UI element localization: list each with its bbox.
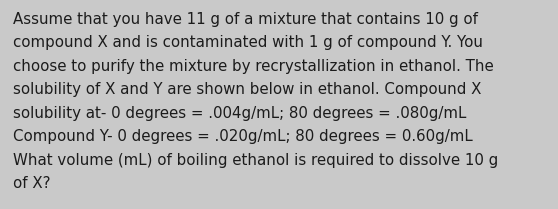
Text: Compound Y- 0 degrees = .020g/mL; 80 degrees = 0.60g/mL: Compound Y- 0 degrees = .020g/mL; 80 deg… bbox=[13, 130, 473, 144]
Text: of X?: of X? bbox=[13, 176, 51, 191]
Text: compound X and is contaminated with 1 g of compound Y. You: compound X and is contaminated with 1 g … bbox=[13, 36, 483, 51]
Text: solubility of X and Y are shown below in ethanol. Compound X: solubility of X and Y are shown below in… bbox=[13, 83, 482, 98]
Text: choose to purify the mixture by recrystallization in ethanol. The: choose to purify the mixture by recrysta… bbox=[13, 59, 494, 74]
Text: What volume (mL) of boiling ethanol is required to dissolve 10 g: What volume (mL) of boiling ethanol is r… bbox=[13, 153, 498, 168]
Text: solubility at- 0 degrees = .004g/mL; 80 degrees = .080g/mL: solubility at- 0 degrees = .004g/mL; 80 … bbox=[13, 106, 466, 121]
Text: Assume that you have 11 g of a mixture that contains 10 g of: Assume that you have 11 g of a mixture t… bbox=[13, 12, 478, 27]
